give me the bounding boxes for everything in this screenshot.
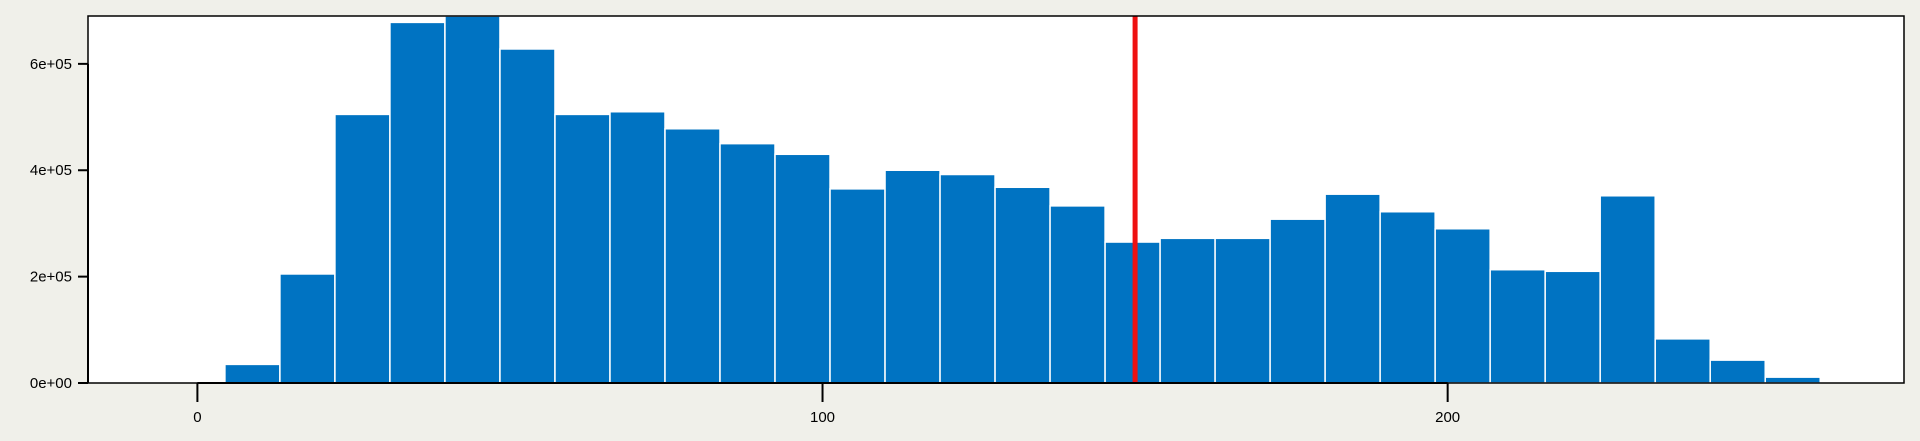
histogram-bar bbox=[554, 113, 611, 384]
histogram-bar bbox=[829, 188, 886, 384]
histogram-bar bbox=[884, 169, 941, 384]
histogram-bar bbox=[1544, 270, 1601, 384]
histogram-bar bbox=[1599, 195, 1656, 384]
histogram-bar bbox=[939, 173, 996, 384]
histogram-bar bbox=[1324, 193, 1381, 384]
histogram-bar bbox=[499, 48, 556, 384]
histogram-bar bbox=[1709, 359, 1766, 384]
y-tick-label: 6e+05 bbox=[30, 56, 72, 73]
x-tick-label: 0 bbox=[193, 409, 201, 426]
y-tick-label: 4e+05 bbox=[30, 162, 72, 179]
histogram-bar bbox=[1764, 376, 1821, 384]
histogram-bar bbox=[1379, 210, 1436, 384]
histogram-bar bbox=[1269, 218, 1326, 384]
histogram-bar bbox=[609, 110, 666, 384]
histogram-bar bbox=[1214, 237, 1271, 384]
histogram-bar bbox=[334, 113, 391, 384]
y-tick-label: 0e+00 bbox=[30, 375, 72, 392]
x-tick-label: 200 bbox=[1435, 409, 1460, 426]
histogram-bar bbox=[1049, 205, 1106, 384]
histogram-bar bbox=[664, 128, 721, 384]
x-axis: 0 100 200 bbox=[193, 382, 1460, 426]
y-tick-label: 2e+05 bbox=[30, 269, 72, 286]
histogram-bar bbox=[774, 153, 831, 384]
histogram-bar bbox=[224, 363, 281, 384]
histogram-bar bbox=[389, 21, 446, 384]
histogram-bar bbox=[719, 142, 776, 384]
histogram-bar bbox=[1654, 338, 1711, 384]
histogram-bar bbox=[1159, 237, 1216, 384]
x-tick-label: 100 bbox=[810, 409, 835, 426]
histogram-bar bbox=[444, 15, 501, 384]
histogram-bar bbox=[1489, 268, 1546, 384]
histogram-bar bbox=[279, 273, 336, 384]
histogram-bar bbox=[1104, 241, 1161, 384]
y-axis: 0e+00 2e+05 4e+05 6e+05 bbox=[30, 56, 89, 392]
histogram-bar bbox=[994, 186, 1051, 384]
histogram-bar bbox=[1434, 228, 1491, 384]
